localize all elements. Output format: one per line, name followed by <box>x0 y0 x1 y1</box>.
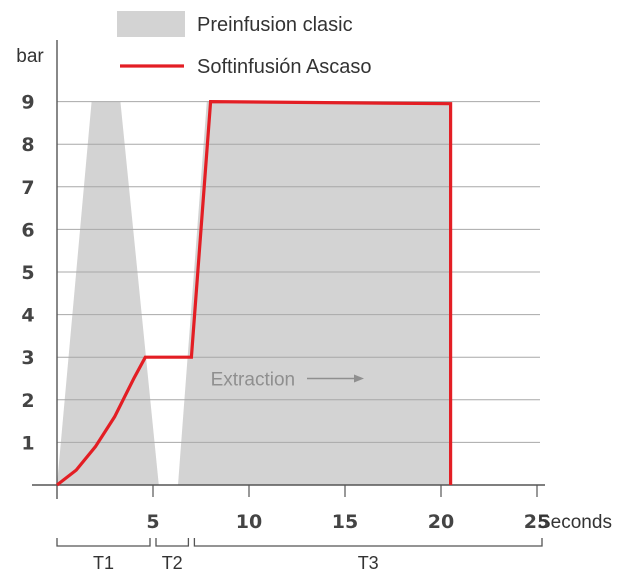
y-axis-label: bar <box>16 46 44 67</box>
y-tick-label-6: 6 <box>21 219 34 241</box>
preinfusion-area-layer <box>57 101 451 485</box>
grid-layer <box>57 101 540 443</box>
softinfusion-line-layer <box>56 99 453 487</box>
x-tick-label-15: 15 <box>332 511 358 533</box>
softinfusion-line <box>56 99 453 487</box>
legend-label-softinfusion: Softinfusión Ascaso <box>197 56 372 78</box>
phase-bracket-t3 <box>193 538 543 547</box>
y-tick-label-4: 4 <box>21 305 34 327</box>
extraction-annotation: Extraction <box>211 370 295 391</box>
y-tick-label-1: 1 <box>21 432 34 454</box>
y-tick-label-8: 8 <box>21 134 34 156</box>
label-layer: 5 10 15 20 25 1 2 3 4 5 6 7 8 9 bar Seconds Extraction <box>16 46 612 533</box>
legend: Preinfusion clasic Softinfusión Ascaso <box>117 11 372 78</box>
preinfusion-area-2 <box>178 101 451 485</box>
y-tick-label-2: 2 <box>21 390 34 412</box>
phase-label-t2: T2 <box>162 553 183 572</box>
x-tick-label-5: 5 <box>146 511 159 533</box>
x-tick-label-10: 10 <box>236 511 262 533</box>
y-tick-label-7: 7 <box>21 177 34 199</box>
phase-bracket-t1 <box>56 538 151 547</box>
x-tick-label-20: 20 <box>428 511 454 533</box>
axis-layer <box>32 40 545 499</box>
phase-label-t3: T3 <box>358 553 379 572</box>
preinfusion-area-1 <box>57 101 159 485</box>
phase-label-t1: T1 <box>93 553 114 572</box>
phase-brackets: T1 T2 T3 <box>56 538 543 572</box>
legend-swatch-preinfusion <box>117 11 185 37</box>
legend-label-preinfusion: Preinfusion clasic <box>197 14 353 36</box>
y-tick-label-9: 9 <box>21 92 34 114</box>
x-axis-label: Seconds <box>538 512 612 533</box>
y-tick-label-3: 3 <box>21 347 34 369</box>
x-tick-label-25: 25 <box>524 511 550 533</box>
phase-bracket-t2 <box>155 538 190 547</box>
extraction-arrow-icon <box>354 374 364 383</box>
y-tick-label-5: 5 <box>21 262 34 284</box>
